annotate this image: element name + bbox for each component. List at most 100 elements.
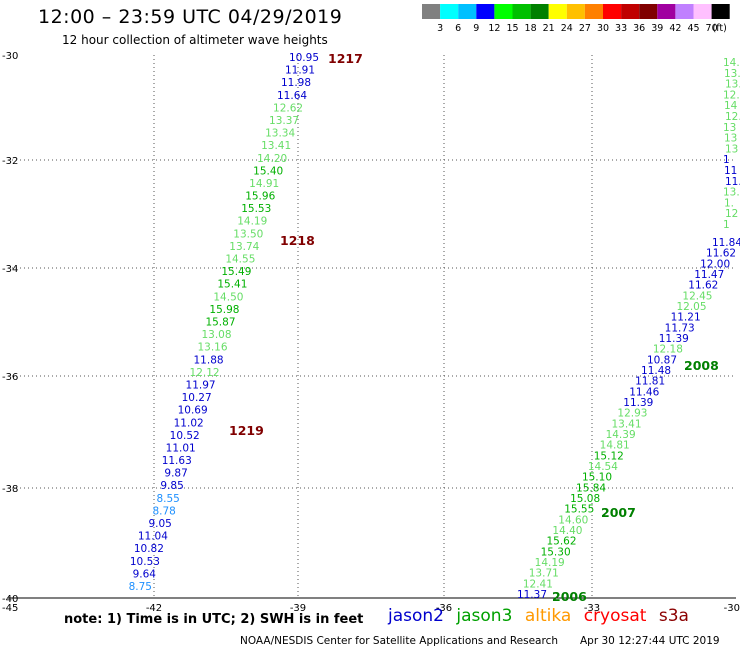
pass-label: 2007 [601, 505, 636, 520]
y-tick-label: -38 [2, 484, 18, 495]
swh-value: 15.53 [241, 203, 271, 215]
swh-value: 1 [723, 154, 730, 166]
swh-value: 11.62 [688, 280, 718, 292]
page-subtitle: 12 hour collection of altimeter wave hei… [62, 33, 328, 47]
satellite-jason2: jason2 [388, 606, 444, 626]
swh-value: 11.81 [635, 376, 665, 388]
swh-value: 12.18 [653, 344, 683, 356]
color-legend: 3 6 9 12 15 18 21 24 27 30 33 36 39 42 45 70(ft) [422, 4, 730, 34]
swh-value: 14.50 [213, 291, 243, 303]
swh-value: 15.40 [253, 165, 283, 177]
swh-value: 12.62 [273, 102, 303, 114]
swh-value: 14.39 [606, 429, 636, 441]
swh-value: 11.73 [665, 322, 695, 334]
swh-value: 11.98 [281, 77, 311, 89]
page-title: 12:00 – 23:59 UTC 04/29/2019 [38, 6, 343, 28]
x-tick-label: -42 [146, 603, 162, 614]
legend-swatch [711, 4, 730, 19]
units-note: note: 1) Time is in UTC; 2) SWH is in fe… [64, 612, 364, 627]
swh-value: 10.87 [647, 354, 677, 366]
x-tick-label: -30 [724, 603, 740, 614]
legend-label: 6 [455, 23, 461, 34]
swh-value: 14.40 [552, 525, 582, 537]
pass-label: 2008 [684, 358, 719, 373]
legend-label: 3 [437, 23, 443, 34]
swh-value: 11.88 [194, 354, 224, 366]
legend-swatch [458, 4, 477, 19]
swh-value: 15.84 [576, 482, 606, 494]
swh-value: 12.45 [682, 290, 712, 302]
swh-value: 11.84 [712, 237, 740, 249]
swh-value: 8.75 [129, 581, 152, 593]
swh-value: 11.91 [285, 65, 315, 77]
pass-label: 1217 [328, 51, 363, 66]
swh-value: 11.97 [186, 379, 216, 391]
swh-value: 14 [724, 100, 738, 112]
swh-value: 15.30 [541, 546, 571, 558]
swh-value: 10.52 [170, 430, 200, 442]
x-tick-label: -36 [436, 603, 452, 614]
pass-label: 1218 [280, 233, 315, 248]
legend-swatch [566, 4, 585, 19]
legend-swatch [530, 4, 549, 19]
x-tick-label: -39 [290, 603, 306, 614]
swh-value: 11.64 [277, 90, 307, 102]
swh-value: 9.85 [160, 480, 183, 492]
swh-value: 12.00 [700, 258, 730, 270]
swh-value: 10.82 [134, 543, 164, 555]
swh-value: 11.63 [162, 455, 192, 467]
legend-label: 12 [488, 23, 500, 34]
swh-value: 14.60 [558, 514, 588, 526]
swh-value: 10.27 [182, 392, 212, 404]
swh-value: 10.53 [130, 556, 160, 568]
swh-value: 14.55 [225, 254, 255, 266]
legend-label: 70 [706, 23, 718, 34]
swh-value: 9.64 [133, 568, 157, 580]
pass-label: 2006 [552, 589, 587, 604]
footer-credit: NOAA/NESDIS Center for Satellite Applica… [240, 635, 558, 647]
swh-value: 13. [724, 68, 740, 80]
swh-value: 11.21 [671, 312, 701, 324]
legend-swatch [512, 4, 531, 19]
swh-value: 12. [723, 89, 740, 101]
legend-swatch [476, 4, 495, 19]
swh-value: 12. [725, 111, 740, 123]
swh-value: 13.37 [269, 115, 299, 127]
legend-label: 36 [633, 23, 645, 34]
pass-label: 1219 [229, 423, 264, 438]
swh-value: 11.48 [641, 365, 671, 377]
legend-swatch [603, 4, 622, 19]
swh-value: 15.96 [245, 191, 275, 203]
legend-swatch [621, 4, 640, 19]
legend-swatch [440, 4, 459, 19]
legend-label: 45 [687, 23, 699, 34]
legend-swatch [422, 4, 441, 19]
y-tick-label: -32 [2, 156, 18, 167]
swh-value: 15.49 [221, 266, 251, 278]
legend-label: 24 [561, 23, 573, 34]
swh-value: 12.05 [676, 301, 706, 313]
swh-value: 15.87 [205, 317, 235, 329]
swh-value: 11.47 [694, 269, 724, 281]
swh-value: 13.41 [261, 140, 291, 152]
swh-value: 11.04 [138, 531, 168, 543]
swh-value: 11.37 [517, 589, 547, 601]
swh-value: 15.10 [582, 472, 612, 484]
legend-swatch [693, 4, 712, 19]
legend-label: 9 [473, 23, 479, 34]
swh-value: 13.41 [611, 418, 641, 430]
swh-value: 14.19 [535, 557, 565, 569]
swh-value: 14.20 [257, 153, 287, 165]
legend-label: (ft) [713, 23, 727, 34]
swh-value: 13.74 [229, 241, 259, 253]
swh-value: 14.81 [600, 440, 630, 452]
swh-value: 12.12 [190, 367, 220, 379]
x-tick-label: -45 [2, 603, 18, 614]
legend-label: 30 [597, 23, 609, 34]
swh-value: 13.34 [265, 128, 295, 140]
swh-value: 11.39 [623, 397, 653, 409]
swh-value: 15.98 [209, 304, 239, 316]
swh-value: 11.46 [629, 386, 659, 398]
swh-value: 1 [723, 219, 730, 231]
